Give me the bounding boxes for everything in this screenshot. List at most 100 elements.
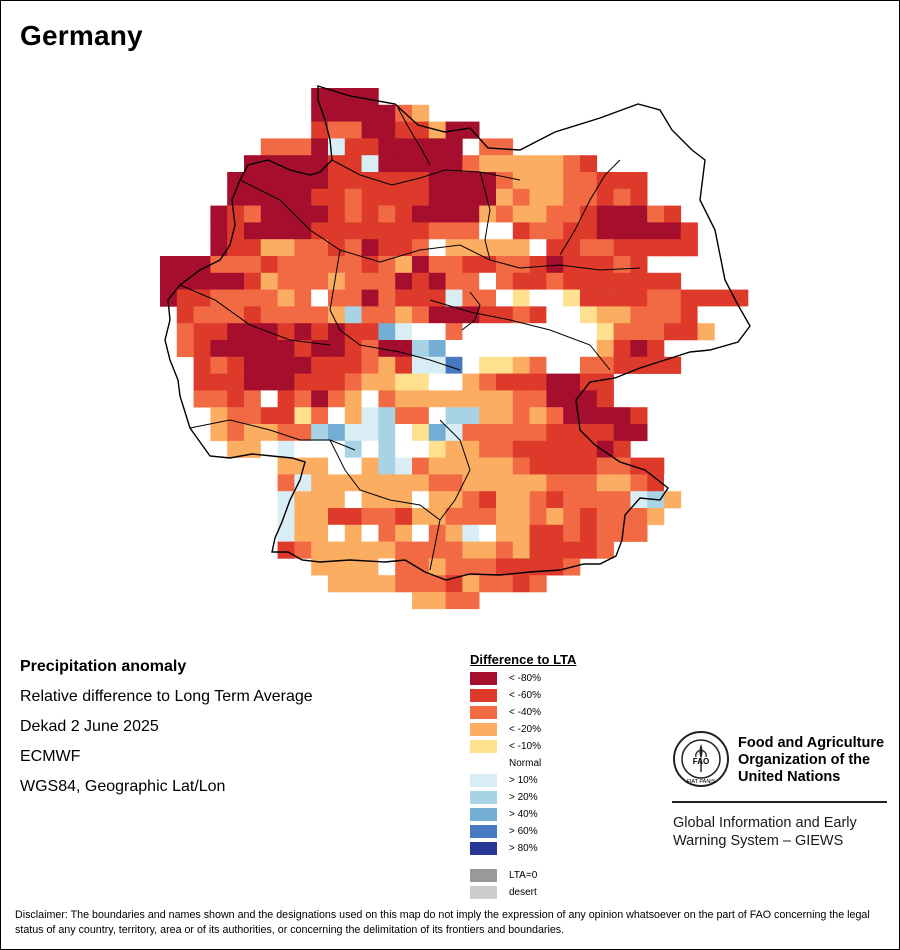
grid-cell <box>277 390 295 408</box>
grid-cell <box>479 440 497 458</box>
grid-cell <box>462 592 480 610</box>
grid-cell <box>328 323 346 341</box>
grid-cell <box>395 524 413 542</box>
grid-cell <box>361 323 379 341</box>
grid-cell <box>344 272 362 290</box>
grid-cell <box>546 340 564 358</box>
legend-item: > 60% <box>470 825 538 838</box>
grid-cell <box>512 407 530 425</box>
grid-cell <box>596 356 614 374</box>
grid-cell <box>546 256 564 274</box>
grid-cell <box>512 457 530 475</box>
grid-cell <box>260 256 278 274</box>
grid-cell <box>395 239 413 257</box>
grid-cell <box>428 575 446 593</box>
grid-cell <box>378 289 396 307</box>
grid-cell <box>479 323 497 341</box>
grid-cell <box>546 407 564 425</box>
grid-cell <box>344 155 362 173</box>
grid-cell <box>395 272 413 290</box>
grid-cell <box>210 356 228 374</box>
grid-cell <box>596 188 614 206</box>
grid-cell <box>445 508 463 526</box>
grid-cell <box>546 289 564 307</box>
grid-cell <box>580 239 598 257</box>
grid-cell <box>344 558 362 576</box>
grid-cell <box>664 491 682 509</box>
grid-cell <box>328 440 346 458</box>
grid-cell <box>563 239 581 257</box>
grid-cell <box>428 541 446 559</box>
map-info: Precipitation anomaly Relative differenc… <box>20 656 313 806</box>
grid-cell <box>462 440 480 458</box>
grid-cell <box>210 306 228 324</box>
grid-cell <box>277 222 295 240</box>
grid-cell <box>731 306 749 324</box>
grid-cell <box>479 356 497 374</box>
grid-cell <box>277 457 295 475</box>
grid-cell <box>412 239 430 257</box>
grid-cell <box>193 272 211 290</box>
grid-cell <box>395 356 413 374</box>
grid-cell <box>328 558 346 576</box>
grid-cell <box>294 239 312 257</box>
grid-cell <box>277 424 295 442</box>
grid-cell <box>412 104 430 122</box>
grid-cell <box>512 205 530 223</box>
grid-cell <box>361 424 379 442</box>
grid-cell <box>244 373 262 391</box>
grid-cell <box>395 541 413 559</box>
grid-cell <box>630 256 648 274</box>
grid-cell <box>412 457 430 475</box>
grid-cell <box>328 172 346 190</box>
grid-cell <box>563 289 581 307</box>
grid-cell <box>294 272 312 290</box>
grid-cell <box>529 491 547 509</box>
grid-cell <box>563 256 581 274</box>
grid-cell <box>378 356 396 374</box>
grid-cell <box>294 138 312 156</box>
grid-cell <box>680 323 698 341</box>
grid-cell <box>563 524 581 542</box>
grid-cell <box>664 222 682 240</box>
grid-cell <box>580 390 598 408</box>
grid-cell <box>496 440 514 458</box>
grid-cell <box>680 306 698 324</box>
grid-cell <box>378 424 396 442</box>
grid-cell <box>378 508 396 526</box>
grid-cell <box>546 188 564 206</box>
grid-cell <box>479 239 497 257</box>
grid-cell <box>462 457 480 475</box>
grid-cell <box>580 407 598 425</box>
grid-cell <box>445 524 463 542</box>
grid-cell <box>647 340 665 358</box>
fao-name: Food and Agriculture Organization of the… <box>738 735 888 786</box>
grid-cell <box>596 541 614 559</box>
grid-cell <box>613 424 631 442</box>
grid-cell <box>160 256 178 274</box>
grid-cell <box>412 172 430 190</box>
grid-cell <box>277 491 295 509</box>
grid-cell <box>580 188 598 206</box>
fao-letter-f: FAO <box>693 757 709 766</box>
grid-cell <box>580 541 598 559</box>
grid-cell <box>462 558 480 576</box>
page-title: Germany <box>20 20 143 51</box>
grid-cell <box>462 289 480 307</box>
grid-cell <box>244 424 262 442</box>
grid-cell <box>596 491 614 509</box>
grid-cell <box>344 172 362 190</box>
grid-cell <box>277 407 295 425</box>
legend-swatch <box>470 723 497 736</box>
grid-cell <box>546 205 564 223</box>
grid-cell <box>277 524 295 542</box>
grid-cell <box>496 474 514 492</box>
grid-cell <box>580 155 598 173</box>
grid-cell <box>210 272 228 290</box>
state-border <box>189 419 356 451</box>
grid-cell <box>580 256 598 274</box>
grid-cell <box>613 474 631 492</box>
grid-cell <box>512 558 530 576</box>
legend-label: > 10% <box>509 775 538 786</box>
grid-cell <box>445 558 463 576</box>
